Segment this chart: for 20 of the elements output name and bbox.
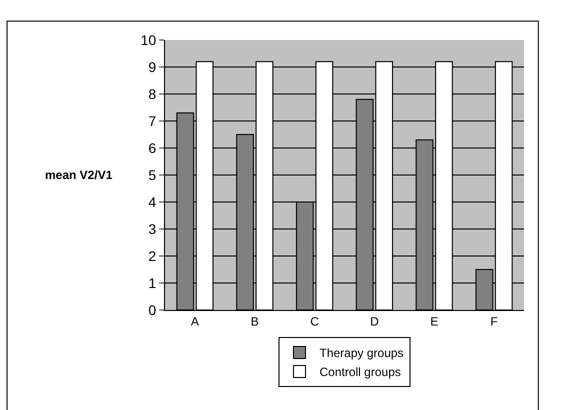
y-tick-label: 10	[140, 32, 156, 48]
y-tick-label: 4	[148, 194, 156, 210]
x-tick-label: E	[430, 314, 438, 328]
y-axis-title: mean V2/V1	[45, 168, 113, 182]
x-tick-label: A	[190, 314, 199, 328]
y-tick-label: 9	[148, 58, 156, 75]
y-tick-label: 3	[148, 220, 156, 237]
y-tick-label: 2	[148, 248, 156, 264]
x-tick-label: D	[370, 314, 380, 328]
y-tick-label: 8	[148, 86, 156, 102]
legend-label: Therapy groups	[320, 346, 404, 360]
y-tick-label: 0	[148, 302, 156, 318]
x-tick-label: C	[310, 314, 320, 328]
y-tick-label: 5	[148, 166, 156, 183]
y-tick-label: 6	[148, 140, 156, 156]
x-tick-label: F	[490, 314, 498, 328]
x-tick-label: B	[250, 314, 259, 328]
y-tick-label: 7	[148, 112, 156, 129]
legend-label: Controll groups	[320, 365, 401, 380]
y-tick-label: 1	[148, 274, 156, 291]
